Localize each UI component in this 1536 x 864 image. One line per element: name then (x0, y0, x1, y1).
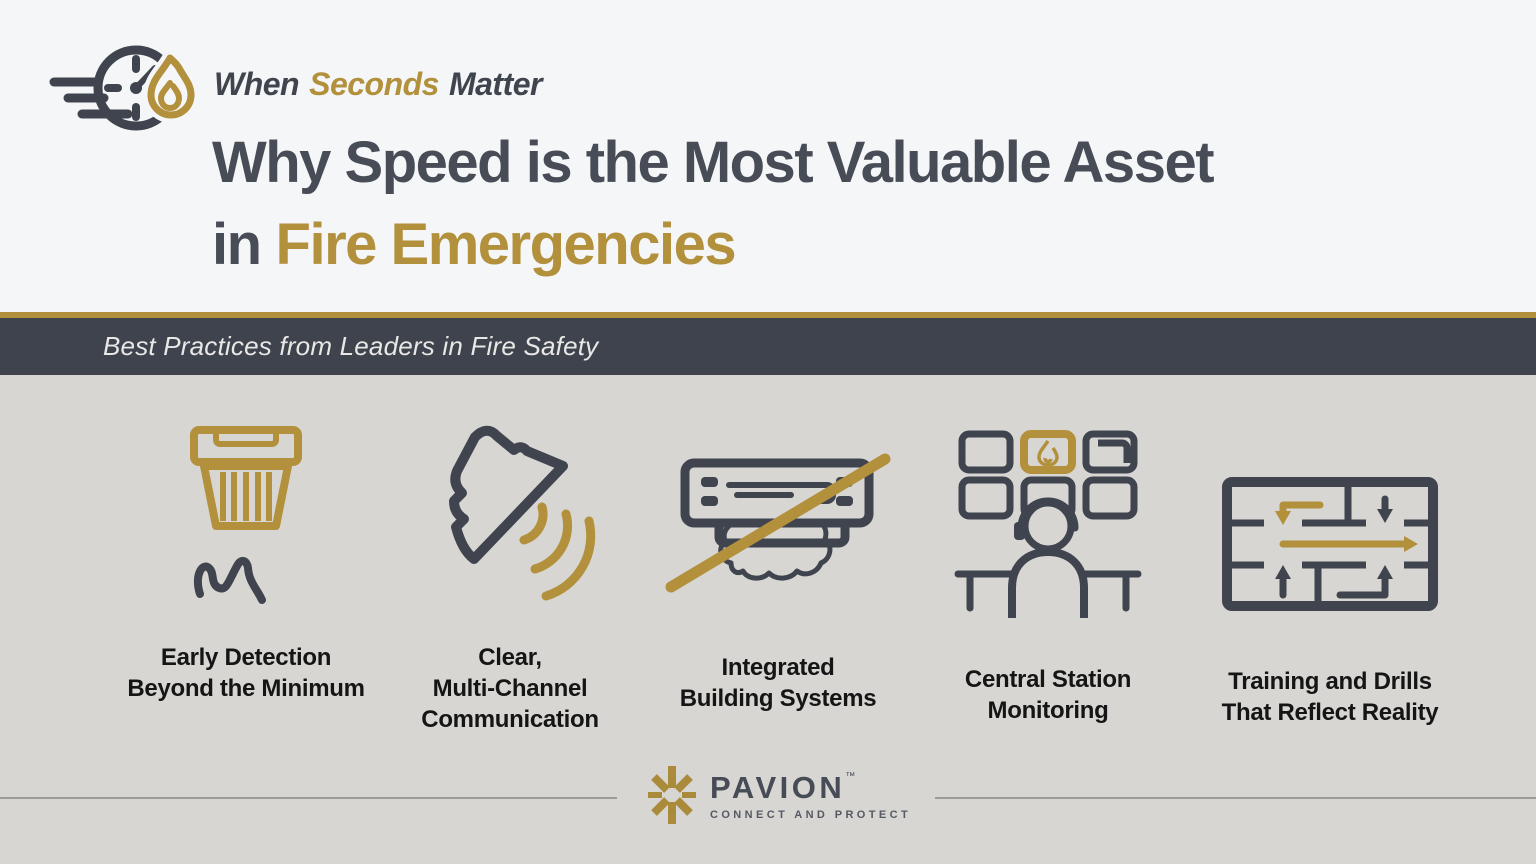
icon-box (101, 395, 391, 630)
pavion-star-icon (648, 766, 696, 824)
practice-communication: Clear, Multi-Channel Communication (365, 395, 655, 735)
practice-label: Central Station Monitoring (964, 666, 1132, 724)
tagline-word-2: Seconds (309, 66, 439, 102)
alarm-horn-icon (449, 425, 596, 600)
practice-label: Early Detection Beyond the Minimum (127, 644, 365, 702)
page-title: Why Speed is the Most Valuable Asset in F… (212, 122, 1215, 286)
header-section: When Seconds Matter Why Speed is the Most … (0, 0, 1536, 312)
practice-label: Integrated Building Systems (679, 654, 877, 712)
gold-divider-strip (0, 312, 1536, 318)
subtitle-banner: Best Practices from Leaders in Fire Safe… (0, 318, 1536, 375)
integrated-device-icon (665, 453, 891, 592)
practice-early-detection: Early Detection Beyond the Minimum (101, 395, 391, 704)
pavion-logo: PAVION ™ CONNECT AND PROTECT (646, 764, 911, 826)
evacuation-floorplan-icon (1222, 476, 1438, 611)
practices-section: Early Detection Beyond the Minimum Clear… (0, 375, 1536, 864)
title-line-2-highlight: Fire Emergencies (275, 212, 737, 277)
footer-text: PAVION ™ CONNECT AND PROTECT (710, 770, 911, 821)
icon-box (633, 395, 923, 630)
title-line-1: Why Speed is the Most Valuable Asset (212, 130, 1215, 195)
banner-text: Best Practices from Leaders in Fire Safe… (103, 331, 599, 361)
practice-label: Training and Drills That Reflect Reality (1221, 668, 1439, 726)
tagline-word-3: Matter (448, 66, 543, 102)
brand-tagline: CONNECT AND PROTECT (710, 808, 912, 821)
brand-name: PAVION (710, 769, 846, 805)
tagline-word-1: When (214, 66, 300, 102)
tagline: When Seconds Matter (214, 66, 542, 103)
footer-divider-left (0, 797, 617, 799)
title-line-2-prefix: in (212, 212, 262, 277)
icon-box (365, 395, 655, 630)
icon-box (1185, 395, 1475, 630)
speeding-stopwatch-flame-icon (49, 45, 199, 131)
icon-box (903, 395, 1193, 630)
practice-integrated-systems: Integrated Building Systems (633, 395, 923, 714)
practice-label: Clear, Multi-Channel Communication (421, 644, 599, 733)
monitoring-station-icon (954, 429, 1142, 618)
trademark-symbol: ™ (845, 770, 856, 782)
practice-training-drills: Training and Drills That Reflect Reality (1185, 395, 1475, 728)
footer-divider-right (935, 797, 1536, 799)
smoke-detector-icon (190, 425, 302, 604)
practice-central-monitoring: Central Station Monitoring (903, 395, 1193, 726)
